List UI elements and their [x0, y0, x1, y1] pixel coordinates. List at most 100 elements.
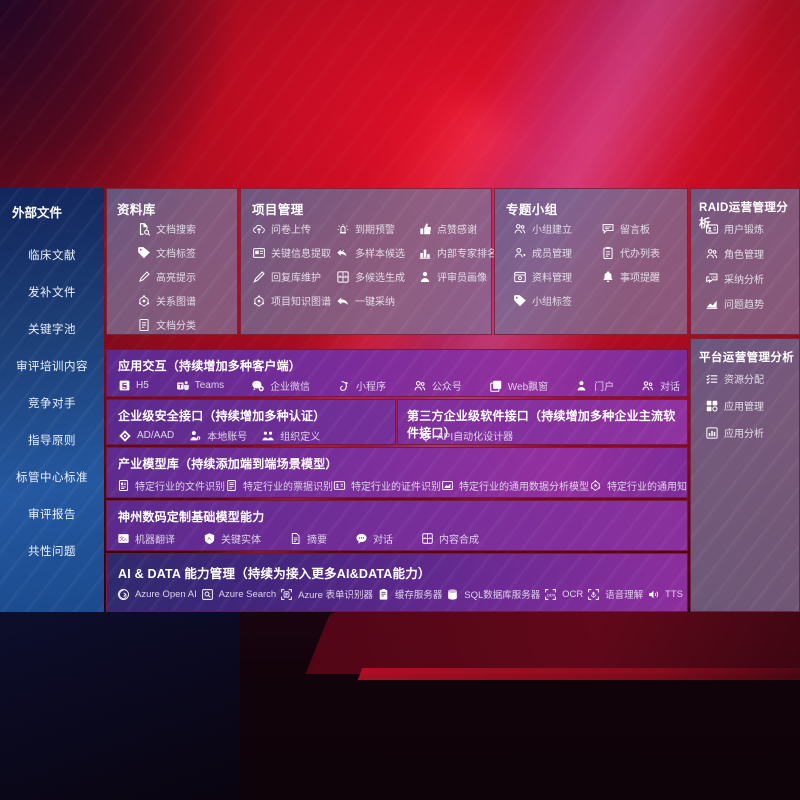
- ai-item-azure-form-recognizer[interactable]: Azure 表单识别器: [280, 587, 373, 601]
- item-label: Web飘窗: [507, 382, 549, 393]
- team-item-create-group[interactable]: 小组建立: [513, 221, 601, 236]
- ai-item-azure-openai[interactable]: Azure Open AI: [117, 588, 197, 601]
- sidebar-item-label: 竞争对手: [28, 397, 76, 410]
- dcits-item-summary[interactable]: 摘要: [289, 531, 327, 546]
- ai-item-tts[interactable]: TTS: [647, 588, 683, 601]
- band-item-row: API自动化设计器: [418, 428, 513, 443]
- plat-item-resource-allocation[interactable]: 资源分配: [705, 371, 764, 386]
- sidebar-item-keyword-pool[interactable]: 关键字池: [0, 310, 104, 347]
- app-item-wecom[interactable]: 企业微信: [251, 378, 310, 393]
- band-item-row: H5 Teams 企业微信 小程序 公众号 Web飘窗: [118, 378, 686, 393]
- sidebar-item-common-issues[interactable]: 共性问题: [0, 532, 104, 569]
- ai-item-ocr[interactable]: OCR OCR: [544, 588, 583, 601]
- sidebar-item-review-report[interactable]: 审评报告: [0, 495, 104, 532]
- ind-item-knowledge-graph-model[interactable]: 特定行业的通用知识图谱模型: [589, 478, 687, 493]
- team-item-group-tag[interactable]: 小组标签: [513, 293, 601, 308]
- proj-item-expert-ranking[interactable]: 内部专家排名: [418, 245, 497, 260]
- app-item-web-float-window[interactable]: Web飘窗: [489, 378, 548, 393]
- sidebar-item-standards-center[interactable]: 标管中心标准: [0, 458, 104, 495]
- panel-item-grid: 用户锻炼 角色管理 QA 采纳分析 问题趋势: [705, 221, 764, 311]
- sec-item-org-definition[interactable]: 组织定义: [261, 428, 320, 443]
- item-label: 多样本候选: [355, 249, 405, 260]
- plat-item-app-management[interactable]: 应用管理: [705, 398, 764, 413]
- dcits-item-key-entity[interactable]: A 关键实体: [203, 531, 261, 546]
- ai-item-speech-understanding[interactable]: 语音理解: [587, 587, 643, 601]
- proj-item-multi-candidate-gen[interactable]: 多候选生成: [336, 269, 418, 284]
- band-title: 产业模型库（持续添加端到端场景模型）: [118, 457, 338, 471]
- background-bottom-left-navy: [0, 608, 240, 800]
- highlight-pen-icon: [137, 270, 151, 284]
- team-item-message-board[interactable]: 留言板: [601, 221, 683, 236]
- team-item-member-management[interactable]: 成员管理: [513, 245, 601, 260]
- item-label: 内部专家排名: [437, 249, 497, 260]
- panel-title: RAID运营管理分析: [699, 202, 789, 230]
- ind-item-id-recognition[interactable]: 特定行业的证件识别: [333, 478, 441, 493]
- kb-item-highlight[interactable]: 高亮提示: [137, 269, 196, 284]
- sidebar-item-review-training[interactable]: 审评培训内容: [0, 347, 104, 384]
- proj-item-key-info-extract[interactable]: 关键信息提取: [252, 245, 336, 260]
- kb-item-document-classify[interactable]: 文档分类: [137, 317, 196, 332]
- band-title: AI & DATA 能力管理（持续为接入更多AI&DATA能力）: [118, 567, 431, 581]
- app-item-miniprogram[interactable]: 小程序: [337, 378, 386, 393]
- proj-item-questionnaire-upload[interactable]: 问卷上传: [252, 221, 336, 236]
- id-card-icon: [705, 222, 719, 236]
- panel-item-grid: 问卷上传 到期预警 点赞感谢 关键信息提取 多样本候选 内部专家排名: [252, 221, 497, 308]
- team-item-material-management[interactable]: 资料管理: [513, 269, 601, 284]
- ind-item-file-recognition[interactable]: 特定行业的文件识别: [117, 478, 225, 493]
- item-label: 组织定义: [280, 432, 321, 443]
- sidebar-item-competitors[interactable]: 竞争对手: [0, 384, 104, 421]
- ai-item-azure-search[interactable]: Azure Search: [201, 588, 276, 601]
- sidebar-item-supplementary-docs[interactable]: 发补文件: [0, 273, 104, 310]
- proj-item-reply-library[interactable]: 回复库维护: [252, 269, 336, 284]
- background-red-slab-1: [305, 612, 800, 674]
- kb-item-document-search[interactable]: 文档搜索: [137, 221, 196, 236]
- item-label: 小组建立: [532, 225, 572, 236]
- team-item-todo-list[interactable]: 代办列表: [601, 245, 683, 260]
- proj-item-one-click-adopt[interactable]: 一键采纳: [336, 293, 418, 308]
- raid-item-issue-trend[interactable]: 问题趋势: [705, 296, 764, 311]
- bell-icon: [601, 270, 615, 284]
- app-item-teams[interactable]: Teams: [176, 379, 224, 393]
- miniprogram-icon: [337, 379, 351, 393]
- people-group-icon: [705, 247, 719, 261]
- dcits-item-dialog[interactable]: 对话: [355, 531, 393, 546]
- sec-item-ad-aad[interactable]: AD/AAD: [118, 429, 174, 443]
- app-item-official-account[interactable]: 公众号: [413, 378, 462, 393]
- ai-item-sql-database-server[interactable]: SQL数据库服务器: [446, 587, 540, 601]
- app-item-h5[interactable]: H5: [118, 379, 149, 392]
- sidebar-item-clinical-literature[interactable]: 临床文献: [0, 236, 104, 273]
- ind-item-data-analysis-model[interactable]: 特定行业的通用数据分析模型: [441, 478, 589, 493]
- app-item-portal[interactable]: 门户: [575, 378, 614, 393]
- raid-item-adoption-analysis[interactable]: QA 采纳分析: [705, 271, 764, 286]
- panel-project-management: 项目管理 问卷上传 到期预警 点赞感谢 关键信息提取 多样本候选: [240, 188, 497, 335]
- proj-item-expiry-alert[interactable]: 到期预警: [336, 221, 418, 236]
- ind-item-receipt-recognition[interactable]: 特定行业的票据识别: [225, 478, 333, 493]
- panel-title: 专题小组: [506, 203, 558, 217]
- plat-item-app-analysis[interactable]: 应用分析: [705, 425, 764, 440]
- item-label: 到期预警: [355, 225, 395, 236]
- proj-item-reviewer-portrait[interactable]: 评审员画像: [418, 269, 488, 284]
- ai-item-cache-server[interactable]: 缓存服务器: [377, 587, 443, 601]
- item-label: 采纳分析: [724, 275, 764, 286]
- panel-topic-group: 专题小组 小组建立 留言板 成员管理 代办列表 资料管理: [494, 188, 688, 335]
- item-label: 缓存服务器: [394, 590, 443, 601]
- band-item-row: AD/AAD 本地账号 组织定义: [118, 428, 390, 443]
- raid-item-role-management[interactable]: 角色管理: [705, 246, 764, 261]
- api-item-api-designer[interactable]: API自动化设计器: [418, 428, 513, 443]
- proj-item-multi-sample-candidate[interactable]: 多样本候选: [336, 245, 418, 260]
- kb-item-document-tag[interactable]: 文档标签: [137, 245, 196, 260]
- reply-all-icon: [336, 246, 350, 260]
- proj-item-like-thanks[interactable]: 点赞感谢: [418, 221, 488, 236]
- dcits-item-content-synthesis[interactable]: 内容合成: [421, 531, 479, 546]
- proj-item-project-knowledge-graph[interactable]: 项目知识图谱: [252, 293, 336, 308]
- team-item-event-reminder[interactable]: 事项提醒: [601, 269, 683, 284]
- sidebar-item-guidelines[interactable]: 指导原则: [0, 421, 104, 458]
- app-item-dialog[interactable]: 对话: [641, 378, 680, 393]
- web-window-icon: [489, 379, 503, 393]
- sec-item-local-account[interactable]: 本地账号: [188, 428, 247, 443]
- kb-item-relation-graph[interactable]: 关系图谱: [137, 293, 196, 308]
- raid-item-user-profile[interactable]: 用户锻炼: [705, 221, 764, 236]
